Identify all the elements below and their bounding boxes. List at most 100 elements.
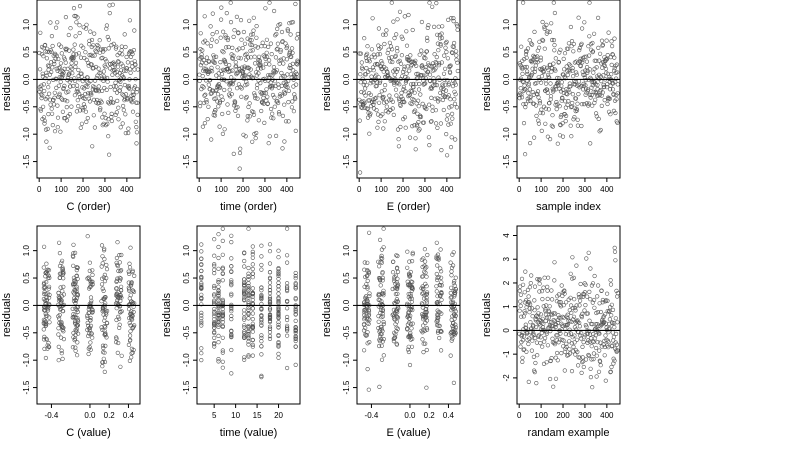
residual-point (293, 304, 298, 309)
residual-point (586, 103, 591, 108)
residual-point (129, 282, 134, 287)
residual-point (203, 38, 208, 43)
residual-point (402, 14, 407, 19)
residual-point (430, 104, 435, 109)
residual-point (269, 115, 274, 120)
residual-point (129, 299, 134, 304)
residual-point (83, 109, 88, 114)
residual-point (99, 243, 105, 248)
residual-point (406, 292, 411, 297)
residual-point (285, 85, 290, 90)
residual-point (565, 92, 570, 97)
plot-frame (516, 0, 621, 179)
residual-point (259, 344, 264, 349)
residual-point (367, 340, 372, 345)
residual-point (520, 282, 526, 287)
y-tick-label: 0.5 (342, 272, 351, 284)
residual-point (594, 374, 599, 379)
residual-point (444, 39, 449, 45)
residual-point (59, 294, 65, 299)
residual-point (259, 108, 264, 114)
residual-point (361, 82, 366, 87)
y-tick-label: 0.5 (22, 46, 31, 58)
residual-point (275, 99, 280, 104)
residual-point (212, 285, 217, 291)
residual-point (365, 106, 370, 111)
residual-point (558, 300, 563, 305)
residual-point (410, 336, 415, 342)
residual-point (62, 98, 68, 103)
residual-point (287, 49, 293, 54)
residual-point (52, 95, 57, 100)
residual-point (421, 323, 426, 328)
residual-point (246, 271, 251, 276)
residual-point (70, 253, 75, 258)
residual-point (573, 352, 578, 357)
residual-point (540, 344, 545, 349)
residual-point (417, 81, 422, 87)
residual-point (221, 29, 226, 34)
x-tick-label: -0.4 (365, 411, 379, 420)
y-tick-label: 0.0 (502, 73, 511, 85)
residual-point (613, 110, 618, 116)
residual-point (570, 100, 575, 106)
residual-point (405, 265, 410, 270)
residual-point (522, 65, 528, 70)
residual-point (199, 276, 204, 281)
residual-point (117, 275, 122, 280)
residual-point (420, 302, 425, 307)
residual-point (530, 90, 535, 95)
residual-point (453, 92, 458, 97)
residual-point (233, 99, 238, 105)
residual-point (449, 50, 455, 55)
residual-point (551, 340, 557, 346)
residual-point (267, 307, 273, 313)
residual-point (225, 37, 230, 43)
residual-point (392, 278, 397, 284)
residual-point (201, 85, 206, 90)
residual-point (64, 118, 70, 123)
residual-point (231, 53, 236, 58)
residual-point (41, 82, 46, 87)
residual-point (128, 70, 133, 75)
residual-point (220, 266, 225, 272)
residual-point (230, 68, 235, 73)
residual-point (114, 255, 119, 261)
residual-point (233, 108, 238, 113)
residual-point (403, 125, 408, 130)
residual-point (421, 341, 426, 346)
residual-point (229, 307, 234, 312)
residual-point (199, 313, 204, 318)
residual-point (406, 349, 412, 355)
residual-point (547, 137, 553, 142)
x-tick-label: 400 (440, 185, 454, 194)
residual-point (204, 97, 209, 103)
residual-point (438, 36, 443, 41)
residual-point (568, 84, 573, 89)
y-tick-label: 0.0 (182, 299, 191, 311)
residual-point (367, 293, 372, 299)
residual-point (293, 336, 298, 341)
residual-point (579, 41, 584, 46)
residual-point (555, 333, 560, 338)
residual-point (539, 107, 544, 112)
residual-point (545, 288, 550, 293)
residual-point (540, 38, 546, 43)
residual-point (259, 267, 264, 272)
residual-point (235, 86, 240, 91)
residual-point (517, 331, 522, 336)
residual-point (615, 291, 620, 296)
residual-point (76, 67, 81, 73)
residual-point (390, 47, 395, 52)
residual-point (411, 109, 417, 114)
residual-point (560, 134, 566, 139)
residual-point (84, 119, 89, 124)
residual-point (229, 92, 234, 97)
residual-point (585, 340, 590, 346)
residual-point (455, 27, 460, 32)
residual-point (424, 298, 429, 303)
residual-point (582, 54, 587, 60)
residual-point (556, 313, 561, 318)
residual-point (369, 74, 374, 79)
y-tick-label: -1.0 (182, 127, 191, 141)
